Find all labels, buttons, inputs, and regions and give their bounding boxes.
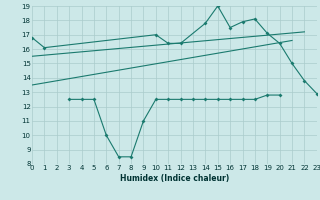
- X-axis label: Humidex (Indice chaleur): Humidex (Indice chaleur): [120, 174, 229, 183]
